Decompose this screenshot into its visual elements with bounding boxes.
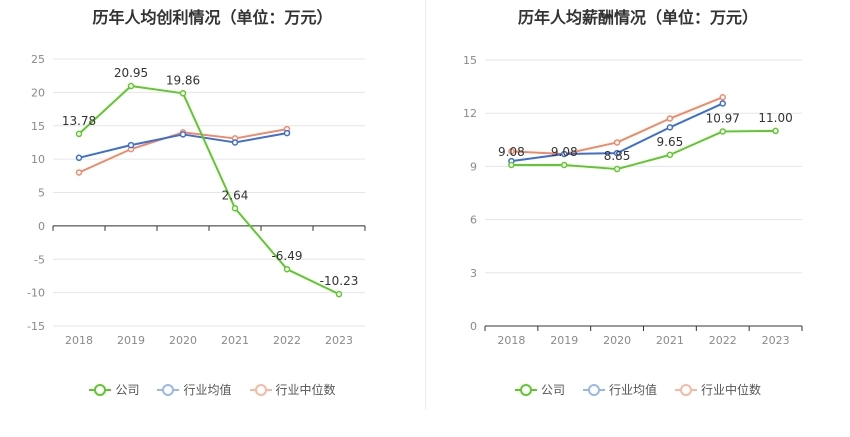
y-tick-label: 15 xyxy=(463,54,477,67)
y-tick-label: -5 xyxy=(34,253,45,266)
data-point xyxy=(231,139,239,146)
legend-industry-median-icon xyxy=(675,383,697,396)
legend-item-industry-median[interactable]: 行业中位数 xyxy=(675,381,761,398)
legend-item-industry-avg[interactable]: 行业均值 xyxy=(157,381,232,398)
y-tick-label: 9 xyxy=(470,160,477,173)
salary-per-capita-chart: 历年人均薪酬情况（单位：万元） 15 12 9 6 3 0 2018 2019 2020 2021… xyxy=(426,0,850,437)
profit-plot-area: 25 20 15 10 5 0 -5 -10 -15 2018 2019 2020 2021 2022 20… xyxy=(27,53,366,347)
y-tick-label: -15 xyxy=(27,320,45,333)
legend-item-company[interactable]: 公司 xyxy=(514,381,565,398)
x-tick-label: 2018 xyxy=(497,334,525,347)
data-point xyxy=(719,93,726,101)
legend-industry-median-icon xyxy=(249,383,272,396)
chart-title: 历年人均创利情况（单位：万元） xyxy=(92,8,333,27)
chart-title: 历年人均薪酬情况（单位：万元） xyxy=(517,8,758,27)
data-point xyxy=(772,127,779,135)
x-tick-label: 2021 xyxy=(656,334,684,347)
y-tick-label: 10 xyxy=(31,153,45,166)
data-label: -6.49 xyxy=(271,249,302,263)
data-point xyxy=(283,265,291,273)
x-tick-label: 2023 xyxy=(325,334,353,347)
data-point xyxy=(666,115,674,122)
x-tick-label: 2023 xyxy=(762,334,790,347)
x-tick-label: 2022 xyxy=(273,334,301,347)
legend-label: 行业中位数 xyxy=(275,383,336,397)
data-point xyxy=(719,100,726,107)
data-point xyxy=(179,90,187,97)
data-label: 13.78 xyxy=(62,114,96,128)
legend-company-icon xyxy=(89,383,112,396)
y-tick-label: 6 xyxy=(470,214,477,227)
data-point xyxy=(508,161,515,169)
data-label: 9.08 xyxy=(498,145,525,159)
data-point xyxy=(283,129,291,137)
chart-legend: 公司 行业均值 行业中位数 xyxy=(426,381,850,398)
data-point xyxy=(231,205,239,212)
data-point xyxy=(127,82,135,90)
data-point xyxy=(613,149,621,157)
data-point xyxy=(719,128,726,135)
x-tick-label: 2019 xyxy=(550,334,578,347)
data-point xyxy=(666,124,674,131)
x-tick-label: 2020 xyxy=(169,334,197,347)
data-point xyxy=(75,169,83,176)
y-tick-label: 12 xyxy=(463,107,477,120)
data-point xyxy=(75,130,83,138)
data-point xyxy=(613,139,621,146)
data-point xyxy=(335,290,343,298)
y-tick-label: 25 xyxy=(31,53,45,66)
legend-label: 行业中位数 xyxy=(701,383,762,397)
x-tick-label: 2018 xyxy=(65,334,93,347)
x-tick-label: 2019 xyxy=(117,334,145,347)
data-point xyxy=(666,151,674,159)
legend-item-industry-median[interactable]: 行业中位数 xyxy=(249,381,336,398)
legend-label: 公司 xyxy=(540,383,565,397)
data-label: 9.08 xyxy=(551,145,578,159)
salary-plot-area: 15 12 9 6 3 0 2018 2019 2020 2021 2022 2023 9.08 9.08… xyxy=(463,54,803,347)
data-point xyxy=(613,165,621,173)
legend-industry-avg-icon xyxy=(582,383,605,396)
data-point xyxy=(561,150,568,158)
data-label: 19.86 xyxy=(166,73,200,87)
y-tick-label: 20 xyxy=(31,86,45,99)
legend-industry-avg-icon xyxy=(157,383,180,396)
legend-label: 行业均值 xyxy=(183,383,232,397)
legend-label: 公司 xyxy=(115,383,140,397)
data-label: 8.85 xyxy=(604,149,631,163)
series-line xyxy=(78,85,340,296)
data-label: 11.00 xyxy=(758,111,792,125)
y-tick-label: 15 xyxy=(31,120,45,133)
data-point xyxy=(75,154,83,162)
y-tick-label: -10 xyxy=(27,287,45,300)
legend-label: 行业均值 xyxy=(608,383,657,397)
data-point xyxy=(561,161,568,169)
data-point xyxy=(179,131,187,138)
x-tick-label: 2020 xyxy=(603,334,631,347)
data-point xyxy=(127,141,135,149)
profit-per-capita-chart: 历年人均创利情况（单位：万元） 25 20 15 10 5 0 -5 -10 -15 2018 20… xyxy=(0,8,425,398)
x-tick-label: 2022 xyxy=(709,334,737,347)
data-label: 2.64 xyxy=(222,188,249,202)
x-tick-label: 2021 xyxy=(221,334,249,347)
legend-item-industry-avg[interactable]: 行业均值 xyxy=(582,381,657,398)
y-tick-label: 0 xyxy=(470,320,477,333)
data-label: 10.97 xyxy=(706,111,740,125)
legend-company-icon xyxy=(514,383,537,396)
series-line xyxy=(511,129,776,171)
chart-legend: 公司 行业均值 行业中位数 xyxy=(0,381,425,398)
data-label: 20.95 xyxy=(114,66,148,80)
y-tick-label: 5 xyxy=(38,187,45,200)
data-label: -10.23 xyxy=(320,274,359,288)
data-label: 9.65 xyxy=(657,135,684,149)
chart-divider xyxy=(425,0,426,410)
data-point xyxy=(508,148,515,155)
y-tick-label: 0 xyxy=(38,220,45,233)
legend-item-company[interactable]: 公司 xyxy=(89,381,139,398)
y-tick-label: 3 xyxy=(470,267,477,280)
